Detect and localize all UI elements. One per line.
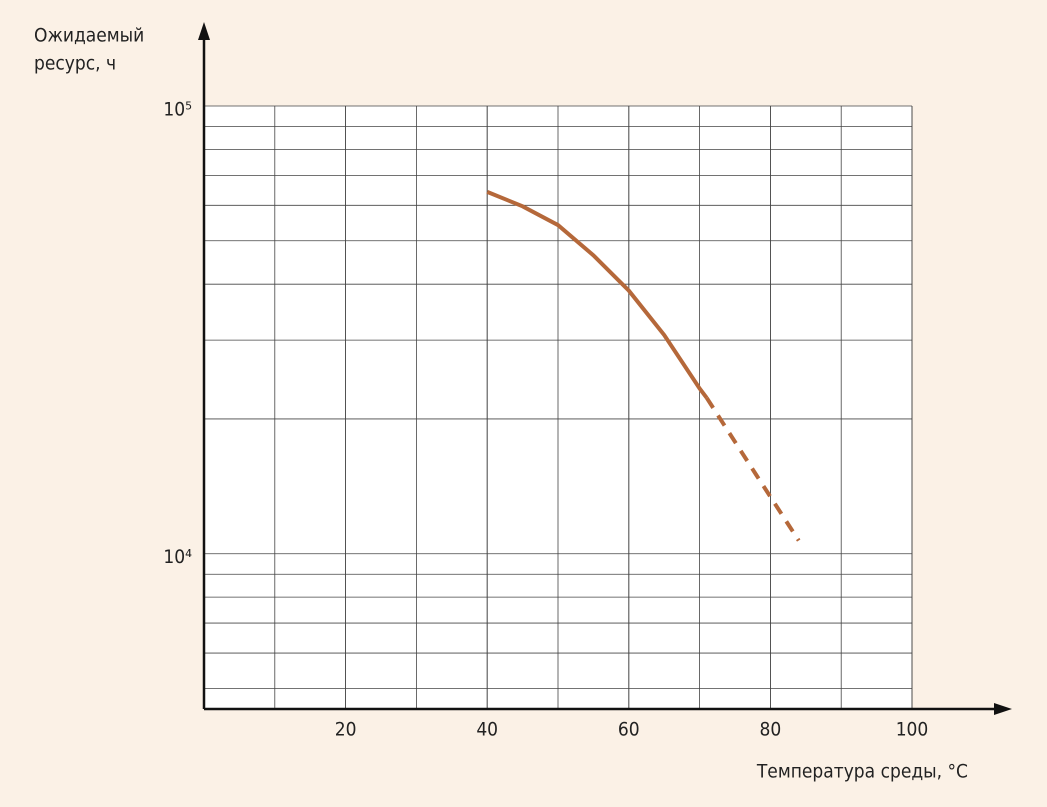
x-tick-label: 100 [896,719,929,741]
y-axis-label: ресурс, ч [34,53,116,75]
y-tick-label: 10⁵ [163,99,192,121]
x-tick-label: 60 [618,719,640,741]
x-axis-label: Температура среды, °С [756,761,968,783]
y-arrow [198,22,210,40]
x-tick-label: 80 [760,719,782,741]
y-axis-label: Ожидаемый [34,25,144,47]
y-tick-label: 10⁴ [163,546,192,568]
line-series [486,190,709,399]
x-tick-label: 40 [476,719,498,741]
x-arrow [994,703,1012,715]
x-tick-label: 20 [335,719,357,741]
line-series [704,396,801,542]
